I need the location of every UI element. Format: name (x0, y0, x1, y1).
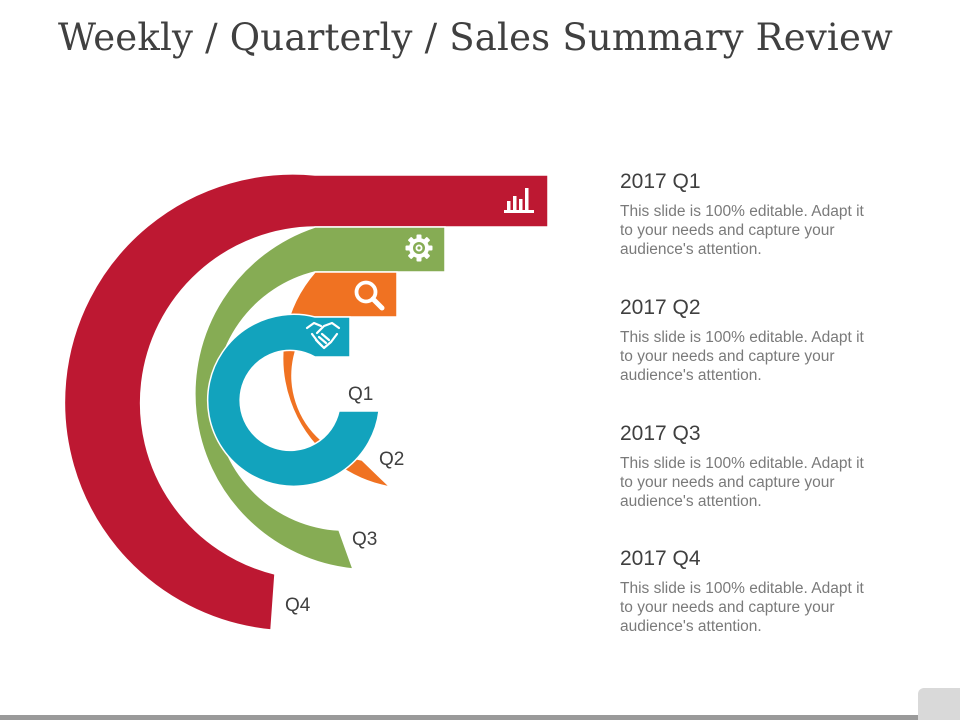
ring-q1 (206, 313, 380, 488)
info-heading: 2017 Q2 (620, 296, 701, 319)
bar-chart-icon (504, 188, 534, 213)
magnifier-icon (354, 280, 385, 311)
ring-label-q4: Q4 (285, 595, 311, 616)
ring-q4 (63, 173, 549, 631)
info-body: This slide is 100% editable. Adapt it to… (620, 455, 864, 510)
info-body: This slide is 100% editable. Adapt it to… (620, 329, 864, 384)
slide-title: Weekly / Quarterly / Sales Summary Revie… (58, 16, 893, 59)
info-body: This slide is 100% editable. Adapt it to… (620, 203, 864, 258)
info-item-q1: 2017 Q1 This slide is 100% editable. Ada… (620, 170, 870, 259)
gear-icon (405, 234, 433, 262)
info-body: This slide is 100% editable. Adapt it to… (620, 580, 864, 635)
info-heading: 2017 Q4 (620, 547, 701, 570)
info-item-q3: 2017 Q3 This slide is 100% editable. Ada… (620, 422, 870, 511)
info-item-q2: 2017 Q2 This slide is 100% editable. Ada… (620, 296, 870, 385)
ring-label-q2: Q2 (379, 449, 404, 470)
info-heading: 2017 Q1 (620, 170, 701, 193)
info-item-q4: 2017 Q4 This slide is 100% editable. Ada… (620, 547, 870, 636)
ring-label-q3: Q3 (352, 529, 377, 550)
handshake-icon (305, 321, 341, 350)
footer-bar (0, 715, 960, 720)
info-heading: 2017 Q3 (620, 422, 701, 445)
ring-label-q1: Q1 (348, 384, 373, 405)
corner-tab[interactable] (918, 688, 960, 720)
